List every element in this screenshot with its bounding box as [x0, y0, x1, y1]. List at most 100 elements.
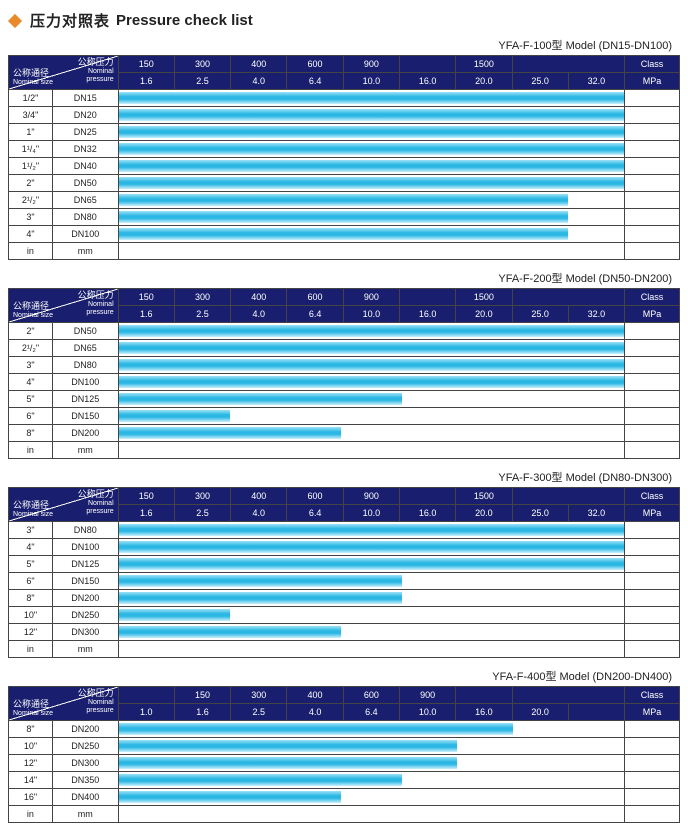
- bar-cell: [118, 556, 624, 573]
- bar-fill: [119, 92, 624, 104]
- mpa-header-cell: 1.0: [118, 704, 174, 721]
- mpa-header-cell: 16.0: [399, 73, 455, 90]
- table-row: 1¹/₄"DN32: [9, 141, 680, 158]
- mpa-header-cell: 25.0: [512, 505, 568, 522]
- bar-cell: [118, 340, 624, 357]
- mpa-header-cell: 32.0: [568, 505, 624, 522]
- bar-cell: [118, 175, 624, 192]
- row-tail-cell: [625, 556, 680, 573]
- size-in-cell: 2": [9, 175, 53, 192]
- table-row: 1¹/₂"DN40: [9, 158, 680, 175]
- row-tail-cell: [625, 90, 680, 107]
- table-subtitle: YFA-F-200型 Model (DN50-DN200): [8, 270, 680, 286]
- class-header-cell: [399, 488, 455, 505]
- footer-blank: [118, 641, 624, 658]
- size-dn-cell: DN250: [52, 738, 118, 755]
- footer-mm-cell: mm: [52, 243, 118, 260]
- size-dn-cell: DN40: [52, 158, 118, 175]
- mpa-header-cell: [568, 704, 624, 721]
- size-dn-cell: DN100: [52, 374, 118, 391]
- bar-cell: [118, 323, 624, 340]
- table-row: 4"DN100: [9, 539, 680, 556]
- class-unit-cell: Class: [625, 56, 680, 73]
- size-in-cell: 3": [9, 522, 53, 539]
- bar-fill: [119, 524, 624, 536]
- class-header-cell: 1500: [456, 289, 512, 306]
- diag-header: 公称压力Nominalpressure 公称通径Nominal size: [9, 687, 119, 721]
- class-header-cell: [399, 289, 455, 306]
- row-tail-cell: [625, 624, 680, 641]
- bar-cell: [118, 374, 624, 391]
- class-header-cell: 900: [343, 289, 399, 306]
- class-header-cell: 600: [343, 687, 399, 704]
- row-tail-cell: [625, 141, 680, 158]
- table-row: 14"DN350: [9, 772, 680, 789]
- size-dn-cell: DN200: [52, 721, 118, 738]
- footer-mm-cell: mm: [52, 442, 118, 459]
- bar-cell: [118, 573, 624, 590]
- size-in-cell: 1": [9, 124, 53, 141]
- class-header-cell: [512, 289, 625, 306]
- size-in-cell: 10": [9, 607, 53, 624]
- footer-row: inmm: [9, 442, 680, 459]
- bar-cell: [118, 539, 624, 556]
- table-row: 8"DN200: [9, 590, 680, 607]
- size-dn-cell: DN125: [52, 391, 118, 408]
- footer-tail: [625, 641, 680, 658]
- bar-cell: [118, 522, 624, 539]
- bar-fill: [119, 177, 624, 189]
- bar-fill: [119, 359, 624, 371]
- class-header-cell: 400: [231, 289, 287, 306]
- size-in-cell: 12": [9, 624, 53, 641]
- size-in-cell: 6": [9, 573, 53, 590]
- pressure-table: 公称压力Nominalpressure 公称通径Nominal size 150…: [8, 686, 680, 823]
- mpa-header-cell: 6.4: [343, 704, 399, 721]
- size-in-cell: 6": [9, 408, 53, 425]
- mpa-unit-cell: MPa: [625, 306, 680, 323]
- footer-tail: [625, 806, 680, 823]
- bar-cell: [118, 755, 624, 772]
- bar-cell: [118, 738, 624, 755]
- title-diamond-icon: [8, 13, 22, 27]
- mpa-header-cell: 4.0: [231, 505, 287, 522]
- mpa-header-cell: 32.0: [568, 73, 624, 90]
- diag-header: 公称压力Nominalpressure 公称通径Nominal size: [9, 289, 119, 323]
- mpa-header-cell: 10.0: [343, 306, 399, 323]
- class-unit-cell: Class: [625, 687, 680, 704]
- table-row: 6"DN150: [9, 408, 680, 425]
- table-row: 5"DN125: [9, 556, 680, 573]
- bar-cell: [118, 425, 624, 442]
- row-tail-cell: [625, 340, 680, 357]
- diag-header: 公称压力Nominalpressure 公称通径Nominal size: [9, 56, 119, 90]
- size-dn-cell: DN50: [52, 323, 118, 340]
- mpa-header-cell: 10.0: [343, 505, 399, 522]
- class-header-cell: 300: [231, 687, 287, 704]
- title-cn: 压力对照表: [30, 10, 110, 31]
- mpa-unit-cell: MPa: [625, 704, 680, 721]
- mpa-header-cell: 16.0: [456, 704, 512, 721]
- table-row: 2"DN50: [9, 175, 680, 192]
- footer-blank: [118, 806, 624, 823]
- mpa-header-cell: 2.5: [174, 505, 230, 522]
- size-dn-cell: DN65: [52, 340, 118, 357]
- row-tail-cell: [625, 607, 680, 624]
- size-in-cell: 16": [9, 789, 53, 806]
- page-title-row: 压力对照表 Pressure check list: [8, 10, 680, 31]
- bar-fill: [119, 427, 341, 439]
- size-in-cell: 2¹/₂": [9, 192, 53, 209]
- pressure-table: 公称压力Nominalpressure 公称通径Nominal size 150…: [8, 487, 680, 658]
- size-dn-cell: DN65: [52, 192, 118, 209]
- bar-cell: [118, 226, 624, 243]
- class-header-cell: 400: [287, 687, 343, 704]
- mpa-header-cell: 10.0: [343, 73, 399, 90]
- mpa-header-cell: 1.6: [118, 505, 174, 522]
- class-header-cell: [399, 56, 455, 73]
- bar-cell: [118, 590, 624, 607]
- bar-cell: [118, 789, 624, 806]
- footer-mm-cell: mm: [52, 806, 118, 823]
- size-dn-cell: DN50: [52, 175, 118, 192]
- bar-fill: [119, 558, 624, 570]
- size-dn-cell: DN400: [52, 789, 118, 806]
- mpa-unit-cell: MPa: [625, 73, 680, 90]
- row-tail-cell: [625, 323, 680, 340]
